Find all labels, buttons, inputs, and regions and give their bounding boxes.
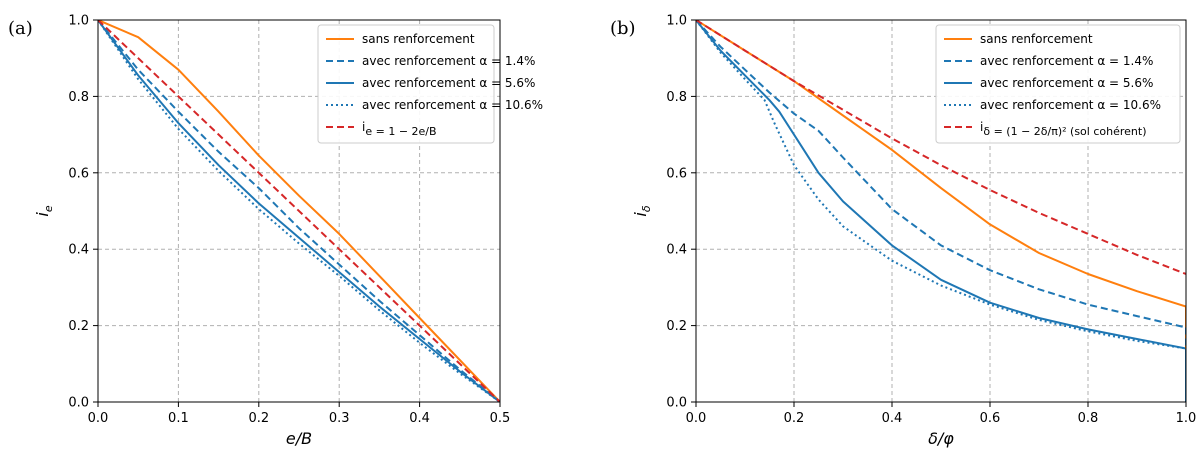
y-tick-label: 0.4 [666, 243, 687, 258]
series-line-3 [98, 20, 500, 402]
y-tick-label: 0.0 [666, 396, 687, 411]
y-tick-label: 0.8 [68, 90, 89, 105]
series-group [98, 20, 500, 402]
x-tick-label: 0.4 [882, 411, 903, 426]
chart-panel-1: 0.0 0.2 0.4 0.6 0.8 1.0 0.0 0.2 0.4 0.6 0.8 1.0 δ/φ i… [610, 14, 1196, 449]
legend-label: avec renforcement α = 10.6% [980, 98, 1161, 112]
legend-label: ie = 1 − 2e/B [362, 120, 437, 138]
y-tick-label: 1.0 [68, 14, 89, 29]
series-line-4 [98, 20, 500, 402]
x-tick-label: 1.0 [1176, 411, 1197, 426]
legend-box [317, 24, 495, 144]
legend-box [935, 24, 1181, 144]
x-tick-label: 0.3 [329, 411, 350, 426]
series-line-1 [696, 20, 1186, 329]
y-tick-label: 1.0 [666, 14, 687, 29]
panel-label: (b) [610, 18, 636, 39]
x-tick-label: 0.5 [490, 411, 511, 426]
series-line-0 [98, 20, 500, 402]
x-tick-label: 0.4 [409, 411, 430, 426]
legend-label: avec renforcement α = 1.4% [362, 54, 535, 68]
y-tick-label: 0.8 [666, 90, 687, 105]
x-tick-label: 0.2 [784, 411, 805, 426]
legend-label: avec renforcement α = 10.6% [362, 98, 543, 112]
y-axis-label: iδ [631, 205, 653, 216]
x-tick-label: 0.1 [168, 411, 189, 426]
series-line-1 [98, 20, 500, 402]
y-tick-label: 0.2 [666, 319, 687, 334]
series-group [696, 20, 1186, 402]
legend-label: avec renforcement α = 5.6% [980, 76, 1153, 90]
series-line-2 [696, 20, 1186, 350]
x-tick-label: 0.8 [1078, 411, 1099, 426]
legend-label: avec renforcement α = 5.6% [362, 76, 535, 90]
panel-label: (a) [8, 18, 33, 39]
legend-label: iδ = (1 − 2δ/π)² (sol cohérent) [980, 120, 1147, 138]
y-tick-label: 0.2 [68, 319, 89, 334]
x-axis-label: δ/φ [928, 429, 954, 448]
y-tick-label: 0.4 [68, 243, 89, 258]
series-line-2 [98, 20, 500, 402]
x-tick-label: 0.0 [88, 411, 109, 426]
series-line-4 [696, 20, 1186, 275]
legend-label: sans renforcement [980, 32, 1093, 46]
plot-frame [97, 19, 501, 403]
x-tick-label: 0.0 [686, 411, 707, 426]
legend-label: avec renforcement α = 1.4% [980, 54, 1153, 68]
y-tick-label: 0.6 [666, 166, 687, 181]
chart-panel-0: 0.0 0.1 0.2 0.3 0.4 0.5 0.0 0.2 0.4 0.6 0.8 1.0 e/B i… [8, 14, 543, 449]
legend-label: sans renforcement [362, 32, 475, 46]
plot-frame [695, 19, 1187, 403]
x-axis-label: e/B [286, 429, 312, 448]
y-tick-label: 0.6 [68, 166, 89, 181]
series-line-0 [696, 20, 1186, 308]
x-tick-label: 0.6 [980, 411, 1001, 426]
y-axis-label: ie [33, 205, 55, 216]
y-tick-label: 0.0 [68, 396, 89, 411]
series-line-3 [696, 20, 1186, 350]
x-tick-label: 0.2 [248, 411, 269, 426]
